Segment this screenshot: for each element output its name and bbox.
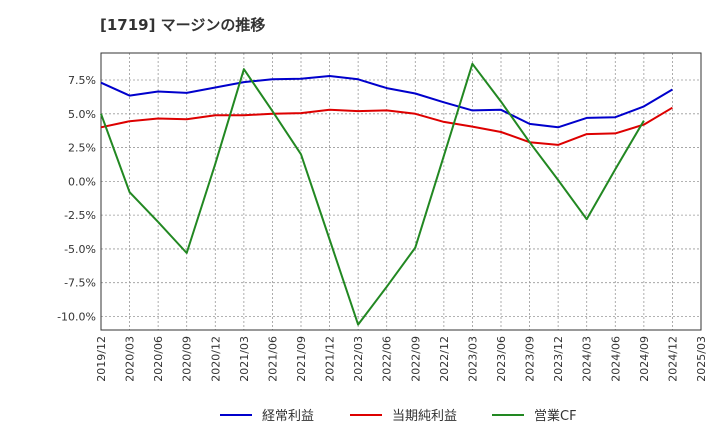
y-tick-label: -10.0% — [57, 310, 96, 323]
x-tick-label: 2020/12 — [209, 336, 222, 382]
legend: 経常利益 当期純利益 営業CF — [220, 408, 577, 424]
series-line — [100, 106, 673, 146]
x-tick-label: 2024/09 — [638, 336, 651, 382]
chart-title: [1719] マージンの推移 — [100, 16, 266, 34]
x-tick-label: 2023/06 — [495, 336, 508, 382]
legend-label: 営業CF — [534, 408, 577, 424]
x-tick-label: 2024/12 — [666, 336, 679, 382]
y-tick-label: 5.0% — [68, 108, 96, 121]
x-tick-label: 2021/12 — [324, 336, 337, 382]
y-tick-label: 0.0% — [68, 175, 96, 188]
x-tick-label: 2022/12 — [438, 336, 451, 382]
y-tick-label: -2.5% — [64, 209, 96, 222]
x-axis: 2019/12 2020/03 2020/06 2020/09 2020/12 2021/… — [95, 336, 708, 382]
x-tick-label: 2020/09 — [181, 336, 194, 382]
x-tick-label: 2021/03 — [238, 336, 251, 382]
x-tick-label: 2022/06 — [381, 336, 394, 382]
plot-frame — [100, 52, 702, 331]
y-tick-label: -5.0% — [64, 243, 96, 256]
x-tick-label: 2025/03 — [695, 336, 708, 382]
series-line — [100, 75, 673, 129]
grid — [100, 53, 702, 330]
x-tick-label: 2023/03 — [466, 336, 479, 382]
x-tick-label: 2021/06 — [266, 336, 279, 382]
series — [100, 62, 673, 326]
x-tick-label: 2024/06 — [609, 336, 622, 382]
y-tick-label: 2.5% — [68, 142, 96, 155]
legend-label: 経常利益 — [262, 409, 314, 424]
x-tick-label: 2019/12 — [95, 336, 108, 382]
x-tick-label: 2020/03 — [124, 336, 137, 382]
x-tick-label: 2022/03 — [352, 336, 365, 382]
x-tick-label: 2023/12 — [552, 336, 565, 382]
series-line — [100, 62, 645, 326]
y-tick-label: -7.5% — [64, 277, 96, 290]
y-tick-label: 7.5% — [68, 74, 96, 87]
x-tick-label: 2023/09 — [524, 336, 537, 382]
legend-label: 当期純利益 — [392, 409, 457, 424]
y-axis: 7.5% 5.0% 2.5% 0.0% -2.5% -5.0% -7.5% -10.0% — [57, 74, 96, 323]
x-tick-label: 2022/09 — [409, 336, 422, 382]
x-tick-label: 2024/03 — [581, 336, 594, 382]
x-tick-label: 2021/09 — [295, 336, 308, 382]
x-tick-label: 2020/06 — [152, 336, 165, 382]
